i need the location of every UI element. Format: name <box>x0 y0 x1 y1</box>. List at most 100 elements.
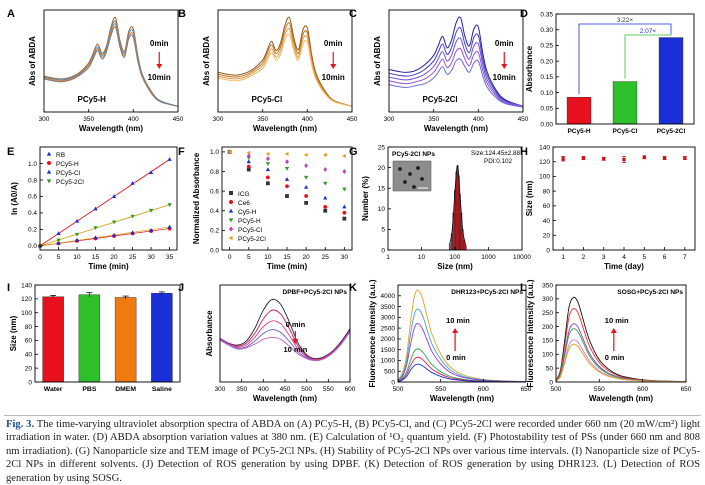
y-tick-label: 5 <box>381 227 385 234</box>
y-tick-label: 0.6 <box>28 194 37 201</box>
data-point <box>342 210 347 215</box>
x-tick-label: 4 <box>622 254 626 261</box>
category-label: PCy5-Cl <box>613 128 638 135</box>
spectrum-line <box>217 27 353 107</box>
panel-B: 300 350 400 450 Wavelength (nm) Abs of ABDA PC… <box>202 9 358 133</box>
x-tick-label: 1 <box>386 254 390 261</box>
data-point <box>74 218 80 223</box>
panel-letter-H: H <box>520 146 528 158</box>
x-tick-label: 3 <box>602 254 606 261</box>
legend-label: PCy5-H <box>238 218 261 225</box>
y-tick-label: 140 <box>21 282 32 289</box>
x-tick-label: 300 <box>39 116 50 123</box>
bracket-label: 2.07× <box>640 28 657 35</box>
data-point <box>342 187 347 192</box>
nanoparticle-dot <box>420 177 424 181</box>
panel-I: Water PBS DMEM Saline 0 20 40 60 80 100 120 140 Size… <box>9 282 181 393</box>
category-label: PCy5-2Cl <box>657 128 686 135</box>
data-point <box>342 153 346 158</box>
y-tick-label: 0.8 <box>210 169 219 176</box>
data-point <box>228 208 234 213</box>
x-tick-label: 1000 <box>481 254 496 261</box>
x-tick-label: 450 <box>347 116 358 123</box>
x-tick-label: 450 <box>173 116 184 123</box>
y-tick-label: 15 <box>378 186 386 193</box>
legend-label: Ce6 <box>238 200 250 207</box>
nanoparticle-dot <box>398 167 402 171</box>
annotation-start: 0 min <box>605 353 625 362</box>
y-tick-label: 0.8 <box>28 177 37 184</box>
spectrum-line <box>397 289 527 383</box>
annotation-end: 10min <box>322 73 345 82</box>
y-tick-label: 0.15 <box>540 74 553 81</box>
x-tick-label: 600 <box>637 386 648 393</box>
y-tick-label: 3000 <box>381 315 396 322</box>
panel-D: PCy5-H PCy5-Cl PCy5-2Cl 0.00 0.05 0.10 0.15 0.2… <box>525 11 695 135</box>
spectrum-line <box>397 363 527 383</box>
data-point <box>265 175 270 180</box>
y-tick-label: 0 <box>381 247 385 254</box>
data-point <box>148 170 154 175</box>
x-tick-label: 400 <box>302 116 313 123</box>
x-tick-label: 20 <box>303 254 311 261</box>
spectrum-line <box>219 331 351 362</box>
x-tick-label: 650 <box>521 386 532 393</box>
data-point <box>581 156 586 160</box>
x-tick-label: 2 <box>582 254 586 261</box>
data-point <box>229 191 233 195</box>
x-tick-label: 30 <box>147 254 155 261</box>
data-point <box>148 227 154 232</box>
panel-G: 1 10 100 1000 10000 0 5 10 15 20 25 Size (nm) Number… <box>361 144 531 271</box>
y-tick-label: 0 <box>391 379 395 386</box>
arrow-head <box>292 339 299 344</box>
panel-title: SOSG+PCy5-2Cl NPs <box>617 289 683 296</box>
plot-frame <box>39 146 178 251</box>
annotation-start: 0min <box>324 39 343 48</box>
x-tick-label: 100 <box>450 254 461 261</box>
caption-label: Fig. 3. <box>6 419 35 430</box>
panel-E: 0 5 10 15 20 25 30 35 0.0 0.2 0.4 0.6 0.8 1.0 Time (mi… <box>10 146 178 271</box>
y-tick-label: 150 <box>542 338 553 345</box>
x-tick-label: 10 <box>73 254 81 261</box>
spectrum-line <box>388 37 524 107</box>
x-tick-label: 450 <box>280 386 291 393</box>
x-tick-label: 350 <box>236 386 247 393</box>
x-tick-label: 25 <box>129 254 137 261</box>
plot-frame <box>43 9 179 113</box>
x-tick-label: 10 <box>264 254 272 261</box>
annotation-start: 0 min <box>446 353 466 362</box>
bar-Water <box>42 296 64 383</box>
data-point <box>93 206 98 211</box>
y-tick-label: 0.05 <box>540 106 553 113</box>
annotation-end: 10 min <box>284 345 308 354</box>
y-tick-label: 40 <box>25 352 33 359</box>
x-tick-label: 650 <box>681 386 692 393</box>
y-axis-label: Fluorescence Intensity (a.u.) <box>526 279 535 387</box>
legend-label: ICG <box>238 191 250 198</box>
panel-letter-C: C <box>349 8 357 20</box>
x-tick-label: 450 <box>518 116 529 123</box>
nanoparticle-dot <box>412 185 416 189</box>
x-tick-label: 10 <box>418 254 426 261</box>
y-tick-label: 0.2 <box>210 228 219 235</box>
data-point <box>228 218 234 223</box>
data-point <box>227 149 232 154</box>
panel-letter-L: L <box>520 282 527 294</box>
y-tick-label: 1.0 <box>28 161 37 168</box>
y-tick-label: 0.0 <box>28 243 37 250</box>
spectrum-line <box>219 298 351 360</box>
y-tick-label: 10 <box>378 206 386 213</box>
y-axis-label: Abs of ABDA <box>202 36 211 86</box>
x-tick-label: 550 <box>323 386 334 393</box>
x-tick-label: 7 <box>683 254 687 261</box>
data-point <box>285 194 289 198</box>
y-tick-label: 25 <box>378 144 386 151</box>
y-tick-label: 140 <box>539 144 550 151</box>
y-tick-label: 40 <box>543 218 551 225</box>
x-axis-label: Time (min) <box>267 262 308 271</box>
y-tick-label: 3500 <box>381 304 396 311</box>
data-point <box>342 169 347 174</box>
data-point <box>246 150 251 155</box>
y-tick-label: 0.10 <box>540 90 553 97</box>
data-point <box>246 167 251 172</box>
